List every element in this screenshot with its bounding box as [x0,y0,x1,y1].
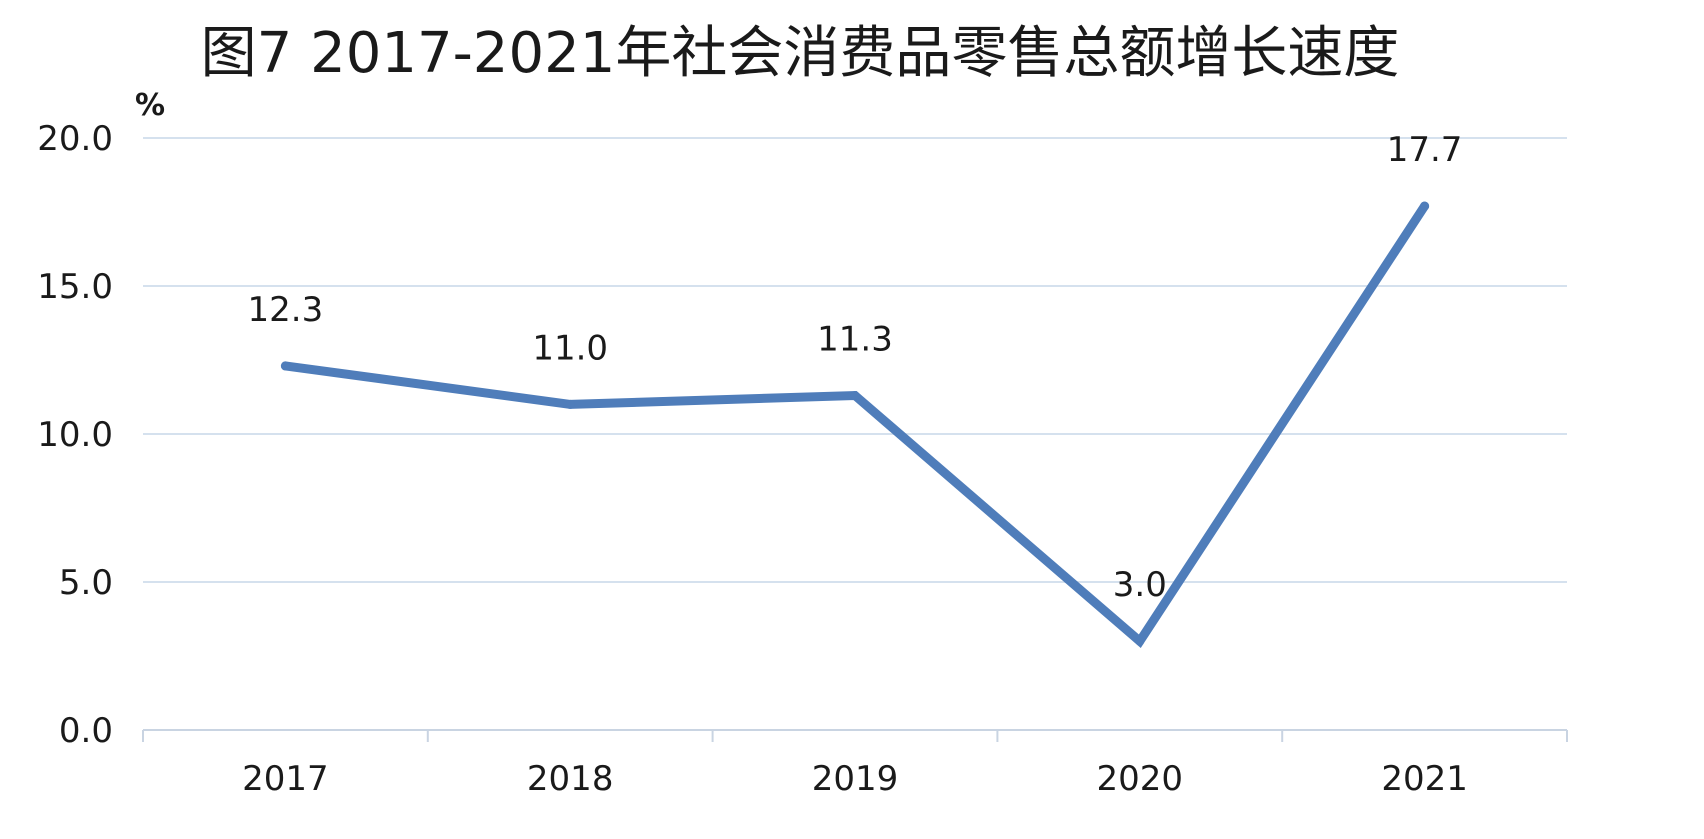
data-point [1420,201,1430,211]
y-tick-label: 0.0 [59,711,113,751]
x-axis [142,729,1568,742]
data-label: 11.3 [817,320,893,360]
data-point [850,391,860,401]
x-tick-labels: 2017 2018 2019 2020 2021 [242,759,1468,799]
x-tick-label: 2017 [242,759,329,799]
data-label: 3.0 [1113,565,1167,605]
x-tick-label: 2018 [527,759,614,799]
series-line [280,201,1430,648]
y-tick-label: 5.0 [59,563,113,603]
y-axis-unit: % [135,88,165,123]
data-point [280,361,290,371]
x-tick-label: 2019 [812,759,899,799]
y-axis: 0.0 5.0 10.0 15.0 20.0 [37,119,113,751]
gridlines [143,137,1567,583]
y-tick-label: 15.0 [37,267,113,307]
data-label: 11.0 [532,328,608,368]
data-point [565,399,575,409]
chart-title: 图7 2017-2021年社会消费品零售总额增长速度 [201,21,1400,86]
data-point [1135,636,1145,646]
data-label: 12.3 [248,290,324,330]
y-tick-label: 10.0 [37,415,113,455]
data-labels: 12.3 11.0 11.3 3.0 17.7 [248,130,1463,605]
y-tick-label: 20.0 [37,119,113,159]
x-tick-label: 2020 [1097,759,1184,799]
x-tick-label: 2021 [1381,759,1468,799]
series-group [280,201,1430,648]
data-label: 17.7 [1387,130,1463,170]
